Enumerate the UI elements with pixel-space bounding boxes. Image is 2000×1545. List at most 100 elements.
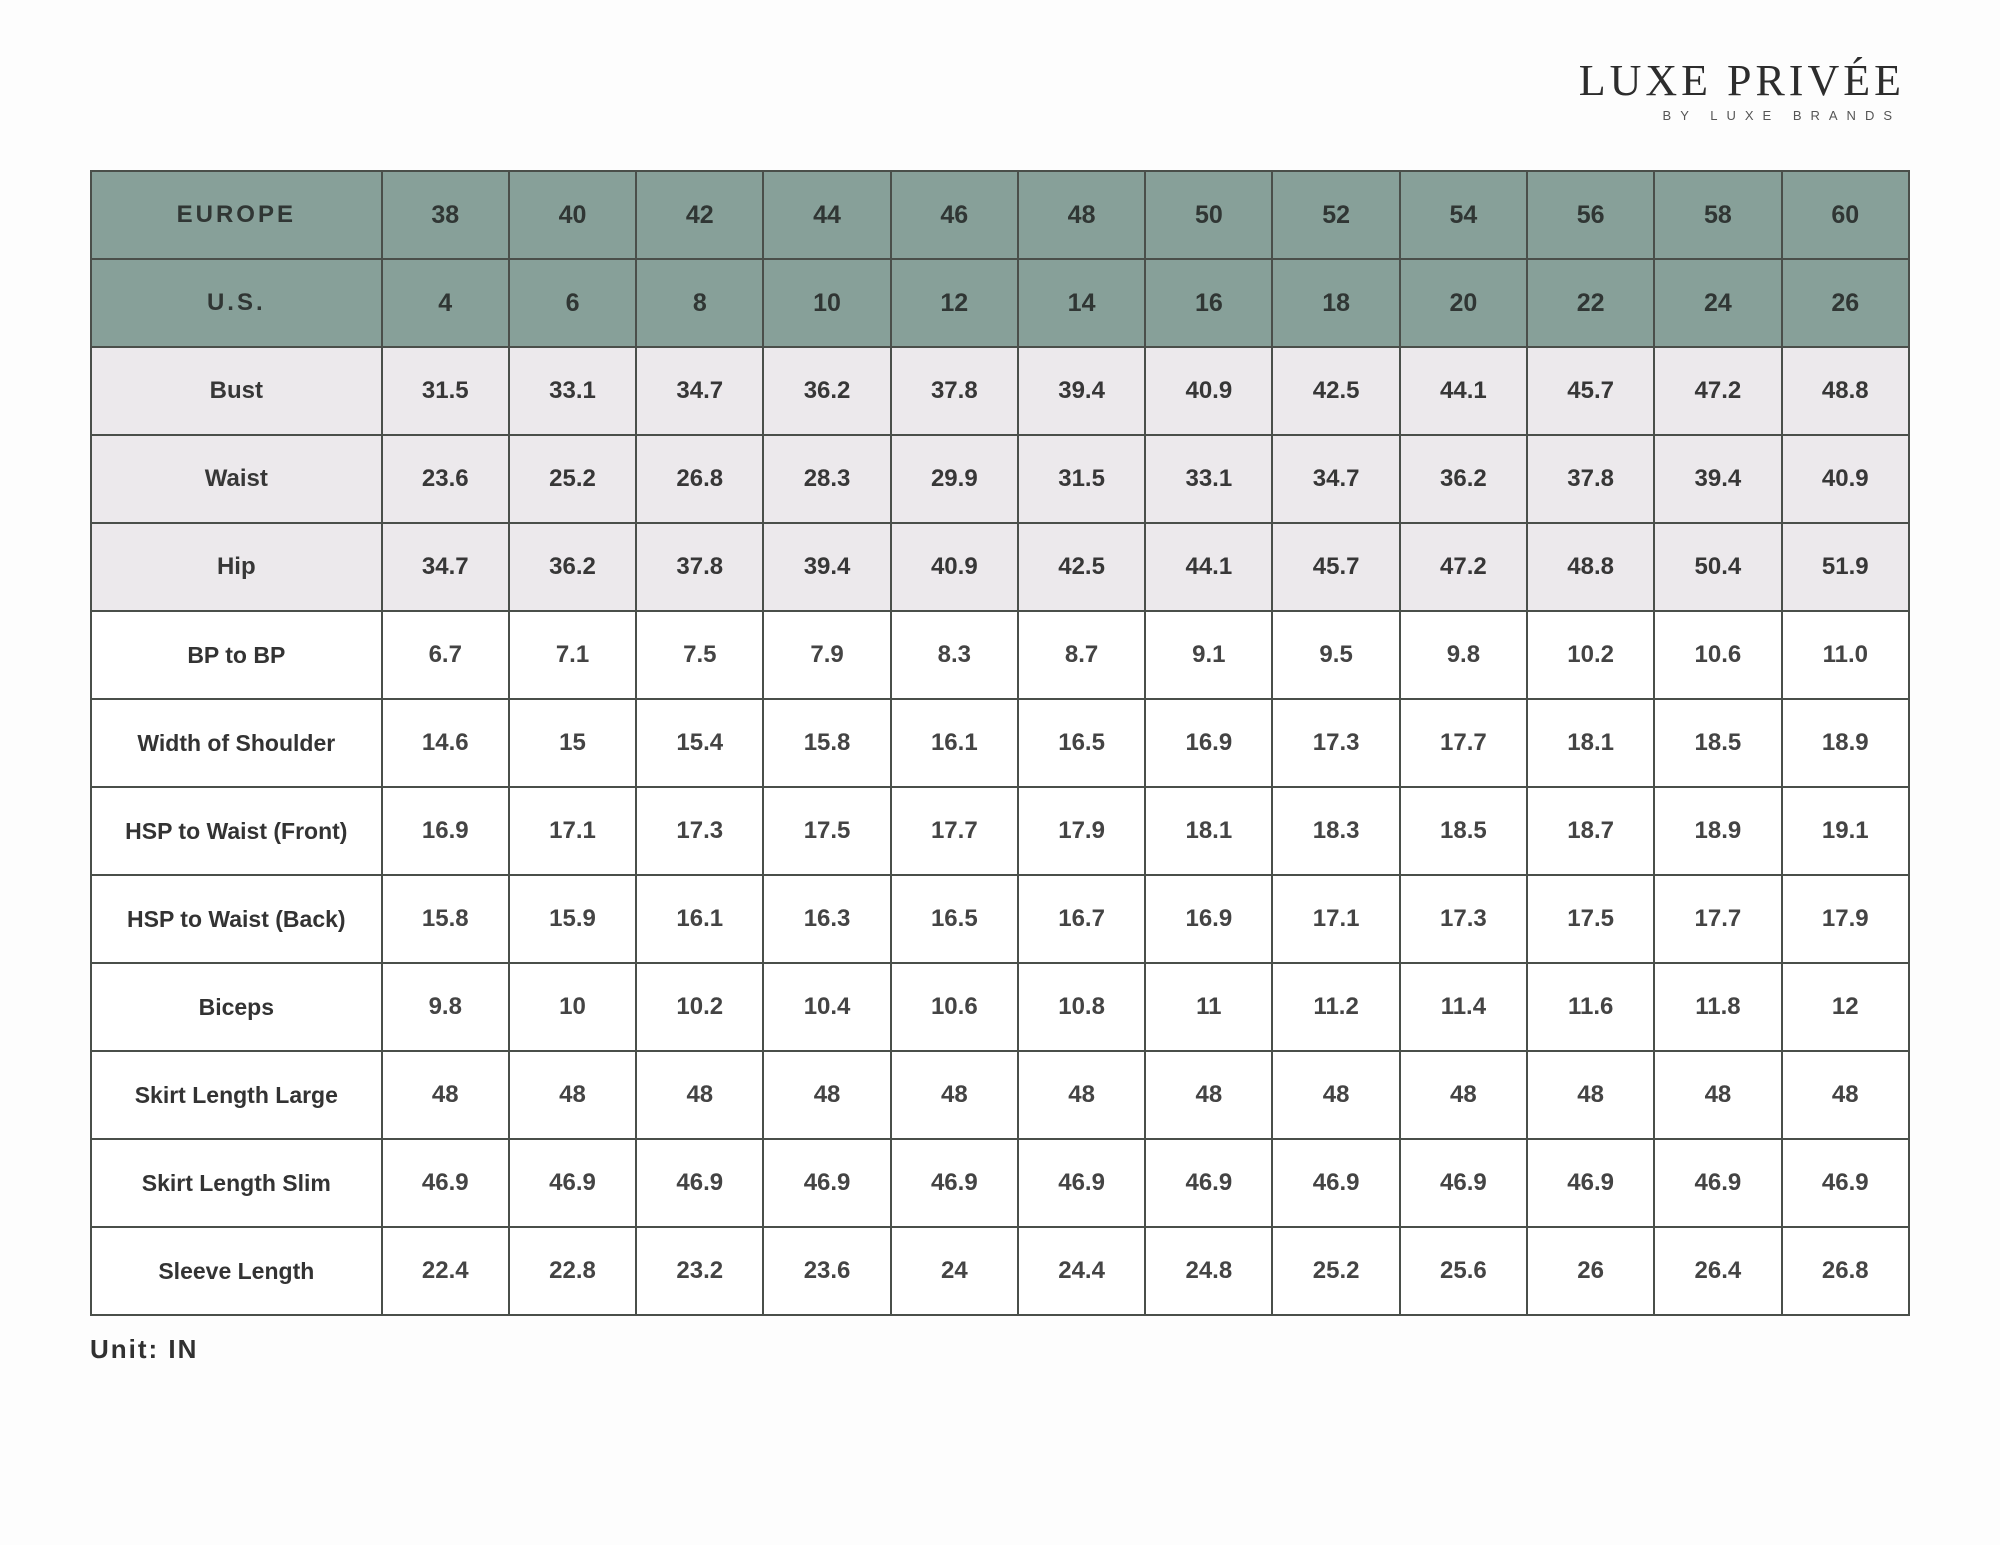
cell: 45.7 <box>1272 523 1399 611</box>
cell: 26.4 <box>1654 1227 1781 1315</box>
cell: 10.2 <box>636 963 763 1051</box>
cell: 46.9 <box>636 1139 763 1227</box>
cell: 17.7 <box>1400 699 1527 787</box>
cell: 22.8 <box>509 1227 636 1315</box>
row-label: Hip <box>91 523 382 611</box>
cell: 37.8 <box>891 347 1018 435</box>
cell: 47.2 <box>1654 347 1781 435</box>
table-row: BP to BP6.77.17.57.98.38.79.19.59.810.21… <box>91 611 1909 699</box>
cell: 50.4 <box>1654 523 1781 611</box>
cell: 48 <box>1145 1051 1272 1139</box>
cell: 7.9 <box>763 611 890 699</box>
cell: 15.4 <box>636 699 763 787</box>
row-label: Waist <box>91 435 382 523</box>
cell: 12 <box>891 259 1018 347</box>
table-row: Sleeve Length22.422.823.223.62424.424.82… <box>91 1227 1909 1315</box>
cell: 46 <box>891 171 1018 259</box>
cell: 10 <box>763 259 890 347</box>
cell: 46.9 <box>1018 1139 1145 1227</box>
cell: 17.9 <box>1782 875 1909 963</box>
size-chart-table: EUROPE384042444648505254565860U.S.468101… <box>90 170 1910 1316</box>
cell: 11.0 <box>1782 611 1909 699</box>
cell: 19.1 <box>1782 787 1909 875</box>
cell: 26 <box>1527 1227 1654 1315</box>
cell: 44.1 <box>1145 523 1272 611</box>
cell: 16.5 <box>1018 699 1145 787</box>
cell: 48.8 <box>1527 523 1654 611</box>
cell: 48 <box>1782 1051 1909 1139</box>
cell: 46.9 <box>1527 1139 1654 1227</box>
cell: 46.9 <box>509 1139 636 1227</box>
cell: 10.4 <box>763 963 890 1051</box>
cell: 48 <box>1400 1051 1527 1139</box>
cell: 16.9 <box>382 787 509 875</box>
cell: 42.5 <box>1018 523 1145 611</box>
cell: 46.9 <box>763 1139 890 1227</box>
cell: 18.1 <box>1527 699 1654 787</box>
table-row: HSP to Waist (Back)15.815.916.116.316.51… <box>91 875 1909 963</box>
cell: 51.9 <box>1782 523 1909 611</box>
cell: 26.8 <box>1782 1227 1909 1315</box>
cell: 15.9 <box>509 875 636 963</box>
cell: 18.9 <box>1654 787 1781 875</box>
cell: 54 <box>1400 171 1527 259</box>
cell: 6.7 <box>382 611 509 699</box>
table-row: Biceps9.81010.210.410.610.81111.211.411.… <box>91 963 1909 1051</box>
cell: 22.4 <box>382 1227 509 1315</box>
cell: 10.2 <box>1527 611 1654 699</box>
cell: 16.3 <box>763 875 890 963</box>
cell: 18.3 <box>1272 787 1399 875</box>
row-label: Biceps <box>91 963 382 1051</box>
cell: 8 <box>636 259 763 347</box>
table-row: HSP to Waist (Front)16.917.117.317.517.7… <box>91 787 1909 875</box>
cell: 11.4 <box>1400 963 1527 1051</box>
cell: 52 <box>1272 171 1399 259</box>
cell: 47.2 <box>1400 523 1527 611</box>
cell: 17.1 <box>1272 875 1399 963</box>
cell: 10 <box>509 963 636 1051</box>
cell: 40.9 <box>891 523 1018 611</box>
cell: 45.7 <box>1527 347 1654 435</box>
cell: 6 <box>509 259 636 347</box>
cell: 9.5 <box>1272 611 1399 699</box>
table-row: Skirt Length Slim46.946.946.946.946.946.… <box>91 1139 1909 1227</box>
table-row: Waist23.625.226.828.329.931.533.134.736.… <box>91 435 1909 523</box>
cell: 26 <box>1782 259 1909 347</box>
row-label: Width of Shoulder <box>91 699 382 787</box>
table-row: Bust31.533.134.736.237.839.440.942.544.1… <box>91 347 1909 435</box>
cell: 48 <box>1527 1051 1654 1139</box>
cell: 46.9 <box>1145 1139 1272 1227</box>
size-chart-container: EUROPE384042444648505254565860U.S.468101… <box>90 170 1910 1316</box>
cell: 25.6 <box>1400 1227 1527 1315</box>
cell: 60 <box>1782 171 1909 259</box>
cell: 14 <box>1018 259 1145 347</box>
cell: 17.3 <box>1272 699 1399 787</box>
cell: 31.5 <box>1018 435 1145 523</box>
row-label: Skirt Length Large <box>91 1051 382 1139</box>
cell: 48 <box>636 1051 763 1139</box>
cell: 48 <box>1272 1051 1399 1139</box>
cell: 24 <box>891 1227 1018 1315</box>
cell: 48 <box>763 1051 890 1139</box>
cell: 26.8 <box>636 435 763 523</box>
cell: 48 <box>509 1051 636 1139</box>
row-label: BP to BP <box>91 611 382 699</box>
cell: 56 <box>1527 171 1654 259</box>
cell: 11.2 <box>1272 963 1399 1051</box>
cell: 44.1 <box>1400 347 1527 435</box>
cell: 36.2 <box>1400 435 1527 523</box>
table-row: Width of Shoulder14.61515.415.816.116.51… <box>91 699 1909 787</box>
row-label: HSP to Waist (Front) <box>91 787 382 875</box>
row-label: Sleeve Length <box>91 1227 382 1315</box>
cell: 18.7 <box>1527 787 1654 875</box>
cell: 17.7 <box>1654 875 1781 963</box>
row-label: EUROPE <box>91 171 382 259</box>
brand-logo: LUXE PRIVÉE BY LUXE BRANDS <box>1579 55 1905 123</box>
cell: 36.2 <box>763 347 890 435</box>
cell: 14.6 <box>382 699 509 787</box>
cell: 9.8 <box>382 963 509 1051</box>
cell: 42.5 <box>1272 347 1399 435</box>
cell: 38 <box>382 171 509 259</box>
cell: 50 <box>1145 171 1272 259</box>
brand-subtext: BY LUXE BRANDS <box>1579 108 1905 123</box>
